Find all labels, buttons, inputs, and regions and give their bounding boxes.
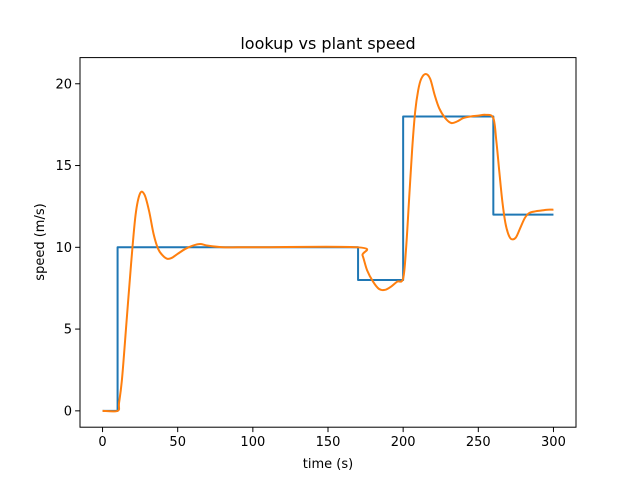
x-tick-label: 50 — [169, 435, 186, 450]
x-axis-label: time (s) — [303, 457, 353, 472]
y-axis-ticks: 0 5 10 15 20 — [55, 77, 80, 419]
series-line-2 — [102, 72, 554, 413]
plot-frame — [79, 57, 577, 428]
x-tick-label: 250 — [466, 435, 491, 450]
y-tick-label: 10 — [55, 241, 72, 256]
x-tick-label: 100 — [240, 435, 265, 450]
x-tick-label: 300 — [541, 435, 566, 450]
y-tick-label: 0 — [64, 404, 72, 419]
x-tick-label: 0 — [98, 435, 106, 450]
y-tick-label: 15 — [55, 159, 72, 174]
x-tick-label: 150 — [316, 435, 341, 450]
y-tick-label: 20 — [55, 77, 72, 92]
y-axis-label: speed (m/s) — [33, 203, 48, 280]
plot-area — [102, 72, 554, 413]
chart-title: lookup vs plant speed — [240, 34, 415, 53]
x-tick-label: 200 — [391, 435, 416, 450]
x-axis-ticks: 0 50 100 150 200 250 300 — [98, 427, 566, 450]
series-line-1 — [102, 115, 554, 412]
y-tick-label: 5 — [64, 323, 72, 338]
